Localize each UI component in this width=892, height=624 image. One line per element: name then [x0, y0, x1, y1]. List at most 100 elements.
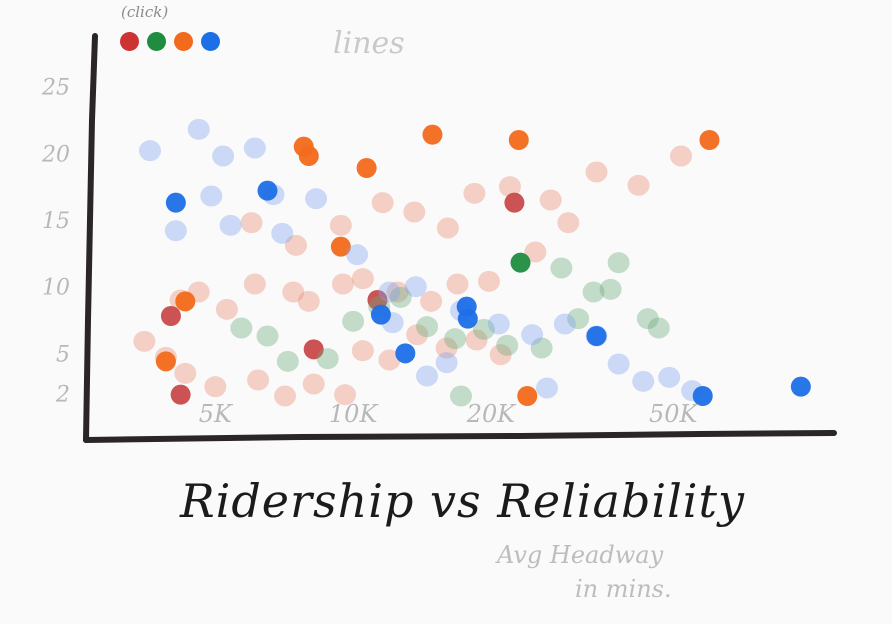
data-point-red[interactable] — [302, 373, 325, 395]
data-point-red[interactable] — [133, 330, 156, 352]
data-point-red[interactable] — [539, 189, 562, 211]
data-point-blue-strong[interactable] — [257, 180, 278, 201]
data-point-orange[interactable] — [508, 130, 529, 150]
data-point-green[interactable] — [530, 337, 553, 359]
data-point-green[interactable] — [496, 334, 519, 356]
data-point-orange[interactable] — [298, 146, 319, 166]
data-point-green[interactable] — [567, 308, 590, 330]
data-point-red[interactable] — [334, 384, 357, 406]
data-point-red[interactable] — [489, 344, 512, 366]
data-point-red[interactable] — [403, 201, 426, 223]
data-point-blue[interactable] — [219, 214, 242, 236]
data-point-blue-strong[interactable] — [692, 386, 713, 406]
data-point-green-strong[interactable] — [510, 252, 531, 273]
data-point-blue[interactable] — [200, 185, 223, 207]
data-point-red[interactable] — [204, 376, 227, 398]
legend-dot-blue[interactable] — [201, 32, 220, 51]
data-point-green[interactable] — [444, 328, 467, 350]
data-point-red[interactable] — [282, 281, 305, 303]
data-point-red[interactable] — [585, 161, 608, 183]
data-point-red-strong[interactable] — [170, 384, 191, 405]
data-point-blue[interactable] — [271, 222, 294, 244]
data-point-blue-strong[interactable] — [370, 304, 391, 325]
data-point-blue-strong[interactable] — [586, 326, 607, 346]
data-point-red-strong[interactable] — [303, 339, 324, 360]
data-point-green[interactable] — [256, 325, 279, 347]
data-point-orange[interactable] — [699, 130, 720, 150]
data-point-orange[interactable] — [517, 386, 538, 406]
data-point-blue[interactable] — [138, 140, 161, 162]
data-point-blue[interactable] — [404, 276, 427, 298]
data-point-red[interactable] — [274, 385, 297, 407]
data-point-red[interactable] — [670, 145, 693, 167]
data-point-blue[interactable] — [535, 377, 558, 399]
data-point-orange[interactable] — [155, 351, 176, 372]
data-point-blue[interactable] — [164, 220, 187, 242]
legend-dot-red[interactable] — [120, 32, 139, 51]
data-point-red[interactable] — [420, 290, 443, 312]
data-point-red[interactable] — [406, 324, 429, 346]
data-point-blue[interactable] — [435, 352, 458, 374]
data-point-red[interactable] — [331, 273, 354, 295]
data-point-red-strong[interactable] — [504, 192, 525, 213]
data-point-red[interactable] — [446, 273, 469, 295]
data-point-red[interactable] — [435, 337, 458, 359]
data-point-blue[interactable] — [607, 353, 630, 375]
data-point-red[interactable] — [465, 329, 488, 351]
data-point-blue[interactable] — [658, 366, 681, 388]
data-point-blue-strong[interactable] — [790, 376, 811, 397]
data-point-orange[interactable] — [330, 236, 351, 257]
data-point-red[interactable] — [498, 176, 521, 198]
data-point-blue[interactable] — [212, 145, 235, 167]
data-point-red[interactable] — [215, 298, 238, 320]
data-point-blue[interactable] — [487, 313, 510, 335]
data-point-green[interactable] — [230, 317, 253, 339]
data-point-red[interactable] — [247, 369, 270, 391]
data-point-red[interactable] — [463, 182, 486, 204]
data-point-red[interactable] — [284, 234, 307, 256]
data-point-red[interactable] — [477, 270, 500, 292]
data-point-green[interactable] — [416, 316, 439, 338]
data-point-green[interactable] — [316, 348, 339, 370]
data-point-red[interactable] — [243, 273, 266, 295]
data-point-red[interactable] — [329, 214, 352, 236]
data-point-red[interactable] — [174, 362, 197, 384]
data-point-red[interactable] — [371, 192, 394, 214]
legend-dot-orange[interactable] — [174, 32, 193, 51]
data-point-red[interactable] — [436, 217, 459, 239]
data-point-blue[interactable] — [378, 281, 401, 303]
data-point-green[interactable] — [550, 257, 573, 279]
data-point-green[interactable] — [607, 252, 630, 274]
data-point-red[interactable] — [351, 340, 374, 362]
data-point-green[interactable] — [647, 317, 670, 339]
data-point-orange[interactable] — [175, 291, 196, 312]
data-point-blue[interactable] — [521, 324, 544, 346]
data-point-blue[interactable] — [187, 118, 210, 140]
legend-dot-green[interactable] — [147, 32, 166, 51]
data-point-blue-strong[interactable] — [165, 192, 186, 213]
data-point-green[interactable] — [276, 350, 299, 372]
data-point-green[interactable] — [342, 310, 365, 332]
data-point-green[interactable] — [599, 278, 622, 300]
data-point-blue-strong[interactable] — [457, 308, 478, 329]
data-point-red[interactable] — [378, 349, 401, 371]
data-point-blue-strong[interactable] — [395, 343, 416, 364]
data-point-red[interactable] — [297, 290, 320, 312]
data-point-orange[interactable] — [422, 124, 443, 145]
data-point-red[interactable] — [351, 268, 374, 290]
data-point-red[interactable] — [557, 212, 580, 234]
data-point-blue[interactable] — [305, 188, 328, 210]
data-point-blue[interactable] — [553, 313, 576, 335]
data-point-green[interactable] — [389, 286, 412, 308]
data-point-blue[interactable] — [346, 244, 369, 266]
data-point-green[interactable] — [636, 308, 659, 330]
data-point-red[interactable] — [386, 281, 409, 303]
data-point-green[interactable] — [582, 281, 605, 303]
data-point-red[interactable] — [240, 212, 263, 234]
data-point-blue[interactable] — [632, 370, 655, 392]
data-point-blue[interactable] — [416, 365, 439, 387]
data-point-red-strong[interactable] — [160, 306, 181, 326]
data-point-red[interactable] — [627, 174, 650, 196]
data-point-orange[interactable] — [356, 158, 377, 178]
data-point-green[interactable] — [449, 385, 472, 407]
